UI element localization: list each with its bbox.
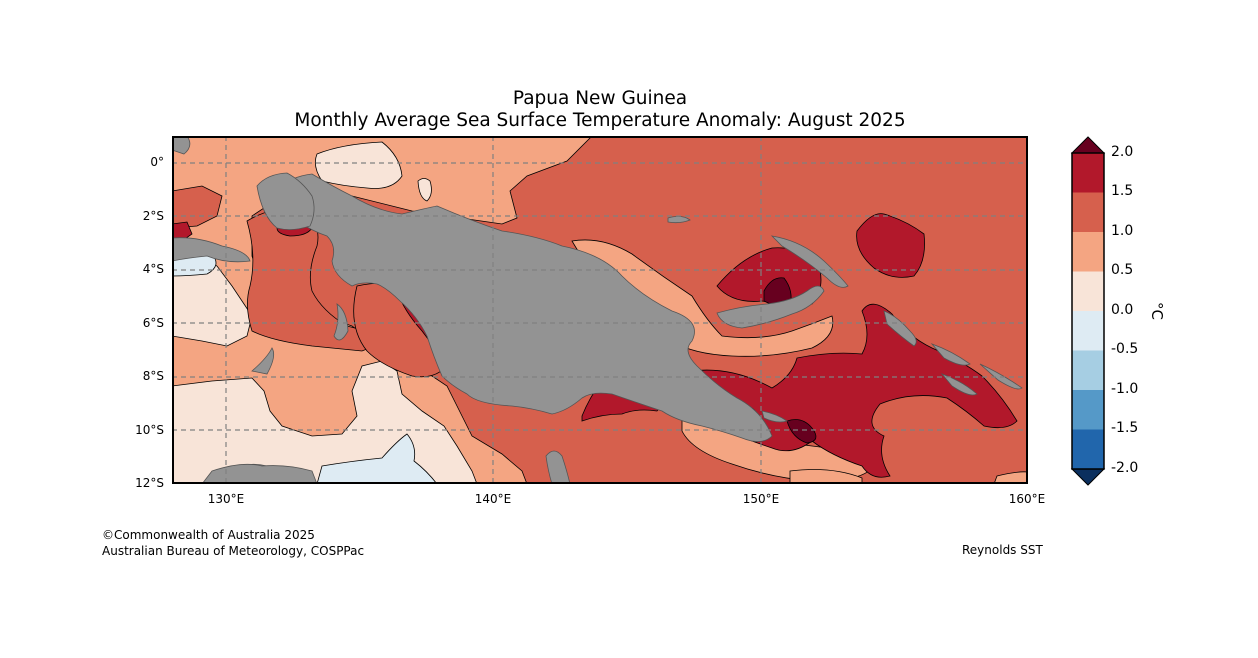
colorbar-band (1072, 350, 1104, 390)
colorbar-band (1072, 271, 1104, 311)
colorbar-tick: -1.5 (1111, 420, 1139, 436)
map-frame (172, 136, 1028, 484)
land-new-ireland (770, 235, 849, 288)
copyright-text: ©Commonwealth of Australia 2025 (102, 528, 315, 542)
colorbar-over-arrow (1070, 136, 1106, 154)
title-region: Papua New Guinea (512, 88, 688, 109)
colorbar-band (1072, 192, 1104, 232)
colorbar-tick: 0.0 (1111, 302, 1134, 318)
colorbar-band (1072, 390, 1104, 430)
colorbar-band (1072, 232, 1104, 272)
sst-anomaly-map (172, 136, 1028, 484)
lon-label: 160°E (1008, 492, 1046, 506)
colorbar-under-arrow (1070, 468, 1106, 486)
agency-text: Australian Bureau of Meteorology, COSPPa… (102, 544, 365, 558)
land-louisiade (761, 410, 788, 423)
colorbar-frame (1071, 152, 1105, 470)
land-seram (172, 237, 251, 263)
credits-left: ©Commonwealth of Australia 2025 Australi… (102, 527, 364, 559)
land-arnhem (201, 463, 318, 484)
anomaly-region-minus0.5-to-0-south (316, 433, 438, 484)
land-solomon-islands (930, 343, 1023, 396)
lon-label: 130°E (207, 492, 245, 506)
colorbar-unit: °C (1147, 302, 1166, 320)
lon-label: 140°E (474, 492, 512, 506)
land-cape-york (545, 450, 571, 484)
gridlines (172, 136, 1028, 484)
colorbar-tick: -0.5 (1111, 341, 1139, 357)
anomaly-region-0-to-0.5-small (417, 178, 432, 202)
colorbar-band (1072, 429, 1104, 469)
lat-label: 0° (150, 155, 164, 169)
colorbar-tick: 2.0 (1111, 144, 1134, 160)
land-halmahera (172, 136, 191, 155)
colorbar (1070, 136, 1106, 486)
colorbar-tick: 1.0 (1111, 223, 1134, 239)
colorbar-tick: -2.0 (1111, 460, 1139, 476)
lat-label: 12°S (135, 476, 164, 490)
colorbar-band (1072, 153, 1104, 193)
anomaly-region-1.5-to-2-northeast (856, 213, 925, 278)
lat-label: 10°S (135, 423, 164, 437)
lat-label: 6°S (142, 316, 164, 330)
anomaly-region-above-2-south (786, 419, 817, 444)
colorbar-band (1072, 311, 1104, 351)
land-bougainville (883, 310, 917, 347)
colorbar-tick: 1.5 (1111, 183, 1134, 199)
colorbar-tick: -1.0 (1111, 381, 1139, 397)
land-aru (333, 303, 349, 341)
lon-label: 150°E (742, 492, 780, 506)
lat-label: 4°S (142, 262, 164, 276)
lat-label: 8°S (142, 369, 164, 383)
colorbar-tick: 0.5 (1111, 262, 1134, 278)
lat-label: 2°S (142, 209, 164, 223)
anomaly-region-0.5-to-1-se-corner (993, 471, 1028, 484)
data-source-text: Reynolds SST (962, 543, 1043, 557)
land-new-britain (716, 285, 825, 329)
anomaly-region-1.5-to-2-newbritain (716, 247, 822, 305)
title-description: Monthly Average Sea Surface Temperature … (294, 110, 906, 131)
